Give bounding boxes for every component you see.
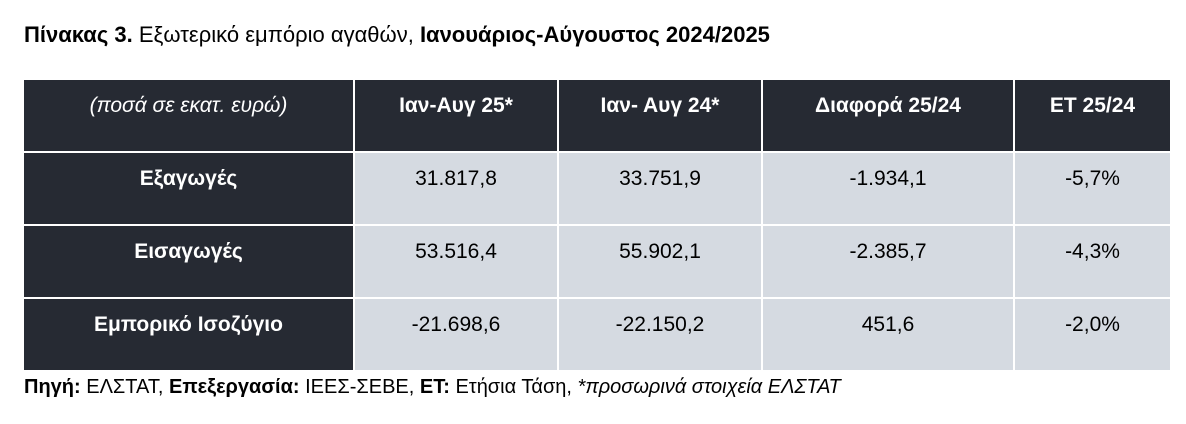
title-part: Εξωτερικό εμπόριο αγαθών, bbox=[132, 22, 420, 47]
table-cell: -21.698,6 bbox=[353, 297, 559, 372]
column-header: Ιαν- Αυγ 24* bbox=[557, 80, 763, 153]
source-note: Πηγή: ΕΛΣΤΑΤ, Επεξεργασία: ΙΕΕΣ-ΣΕΒΕ, ΕΤ… bbox=[24, 376, 841, 399]
table-title: Πίνακας 3. Εξωτερικό εμπόριο αγαθών, Ιαν… bbox=[24, 22, 770, 48]
table-cell: 33.751,9 bbox=[557, 151, 763, 226]
title-part: Ιανουάριος-Αύγουστος 2024/2025 bbox=[419, 22, 770, 47]
footer-part: Πηγή: bbox=[24, 376, 81, 398]
table-cell: 55.902,1 bbox=[557, 224, 763, 299]
header-row: (ποσά σε εκατ. ευρώ) Ιαν-Αυγ 25* Ιαν- Αυγ … bbox=[24, 80, 1170, 153]
row-header: Εμπορικό Ισοζύγιο bbox=[24, 297, 355, 372]
table-cell: -22.150,2 bbox=[557, 297, 763, 372]
column-header: Διαφορά 25/24 bbox=[761, 80, 1015, 153]
table-row: Εξαγωγές 31.817,8 33.751,9 -1.934,1 -5,7% bbox=[24, 151, 1170, 226]
table-cell: 53.516,4 bbox=[353, 224, 559, 299]
table-cell: -2,0% bbox=[1013, 297, 1170, 372]
row-header: Εισαγωγές bbox=[24, 224, 355, 299]
table-cell: -5,7% bbox=[1013, 151, 1170, 226]
footer-part: Ετήσια Τάση, bbox=[449, 376, 578, 398]
title-part: Πίνακας 3. bbox=[24, 22, 133, 47]
table-row: Εισαγωγές 53.516,4 55.902,1 -2.385,7 -4,3% bbox=[24, 224, 1170, 299]
column-header: Ιαν-Αυγ 25* bbox=[353, 80, 559, 153]
column-header: ΕΤ 25/24 bbox=[1013, 80, 1170, 153]
table-row: Εμπορικό Ισοζύγιο -21.698,6 -22.150,2 451,6… bbox=[24, 297, 1170, 372]
row-header: Εξαγωγές bbox=[24, 151, 355, 226]
footer-part: ΕΤ: bbox=[419, 376, 450, 398]
footer-part: ΙΕΕΣ-ΣΕΒΕ, bbox=[299, 376, 420, 398]
footer-part: *προσωρινά στοιχεία ΕΛΣΤΑΤ bbox=[577, 376, 841, 398]
table-cell: -2.385,7 bbox=[761, 224, 1015, 299]
table-cell: 31.817,8 bbox=[353, 151, 559, 226]
data-table: (ποσά σε εκατ. ευρώ) Ιαν-Αυγ 25* Ιαν- Αυγ … bbox=[24, 80, 1170, 372]
column-header: (ποσά σε εκατ. ευρώ) bbox=[24, 80, 355, 153]
footer-part: ΕΛΣΤΑΤ, bbox=[80, 376, 170, 398]
table-body: Εξαγωγές 31.817,8 33.751,9 -1.934,1 -5,7% Εισ… bbox=[24, 151, 1170, 372]
table-cell: -4,3% bbox=[1013, 224, 1170, 299]
footer-part: Επεξεργασία: bbox=[169, 376, 300, 398]
table-cell: 451,6 bbox=[761, 297, 1015, 372]
table-cell: -1.934,1 bbox=[761, 151, 1015, 226]
